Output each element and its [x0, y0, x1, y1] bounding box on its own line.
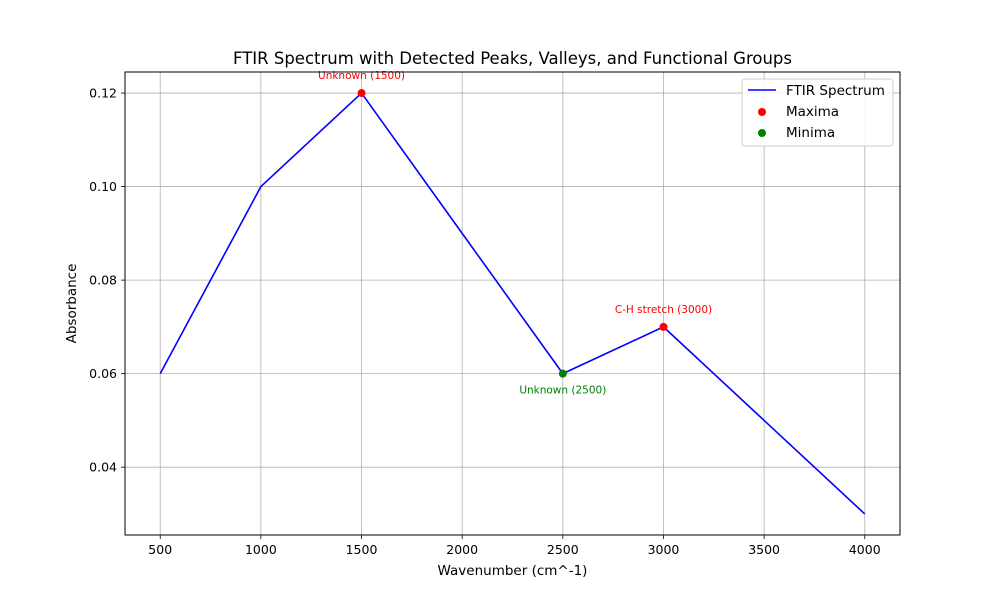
x-tick-label: 2000 — [446, 542, 478, 557]
series-line-ftir-spectrum — [159, 92, 866, 515]
legend-swatch-maxima — [758, 108, 766, 116]
x-tick-label: 2500 — [547, 542, 579, 557]
x-tick-label: 1500 — [346, 542, 378, 557]
y-tick-label: 0.10 — [89, 179, 117, 194]
y-tick-label: 0.06 — [89, 366, 117, 381]
y-tick-label: 0.08 — [89, 273, 117, 288]
legend-label-minima: Minima — [786, 125, 835, 141]
chart-title: FTIR Spectrum with Detected Peaks, Valle… — [233, 49, 792, 68]
plot-frame — [124, 71, 901, 536]
markers-group — [357, 89, 668, 378]
legend: FTIR Spectrum Maxima Minima — [741, 78, 894, 147]
annotations-group: Unknown (1500) C-H stretch (3000) Unknown … — [318, 70, 712, 397]
legend-label-ftir-spectrum: FTIR Spectrum — [786, 83, 885, 99]
series-line-group — [159, 92, 866, 515]
x-tick-label: 4000 — [849, 542, 881, 557]
y-axis-label: Absorbance — [64, 264, 80, 344]
x-axis: 500 1000 1500 2000 2500 3000 3500 4000 — [148, 535, 881, 557]
x-tick-label: 3000 — [648, 542, 680, 557]
x-tick-label: 1000 — [245, 542, 277, 557]
minimum-annotation: Unknown (2500) — [519, 385, 606, 397]
x-tick-label: 3500 — [748, 542, 780, 557]
y-axis: 0.04 0.06 0.08 0.10 0.12 — [89, 86, 125, 475]
y-tick-label: 0.04 — [89, 460, 117, 475]
legend-box — [741, 78, 894, 147]
x-axis-label: Wavenumber (cm^-1) — [438, 563, 588, 579]
maximum-annotation: Unknown (1500) — [318, 70, 405, 82]
y-tick-label: 0.12 — [89, 86, 117, 101]
legend-swatch-minima — [758, 129, 766, 137]
legend-label-maxima: Maxima — [786, 104, 839, 120]
minimum-marker — [558, 369, 567, 378]
maximum-marker — [659, 322, 668, 331]
x-tick-label: 500 — [148, 542, 172, 557]
maximum-annotation: C-H stretch (3000) — [615, 304, 712, 316]
maximum-marker — [357, 89, 366, 98]
